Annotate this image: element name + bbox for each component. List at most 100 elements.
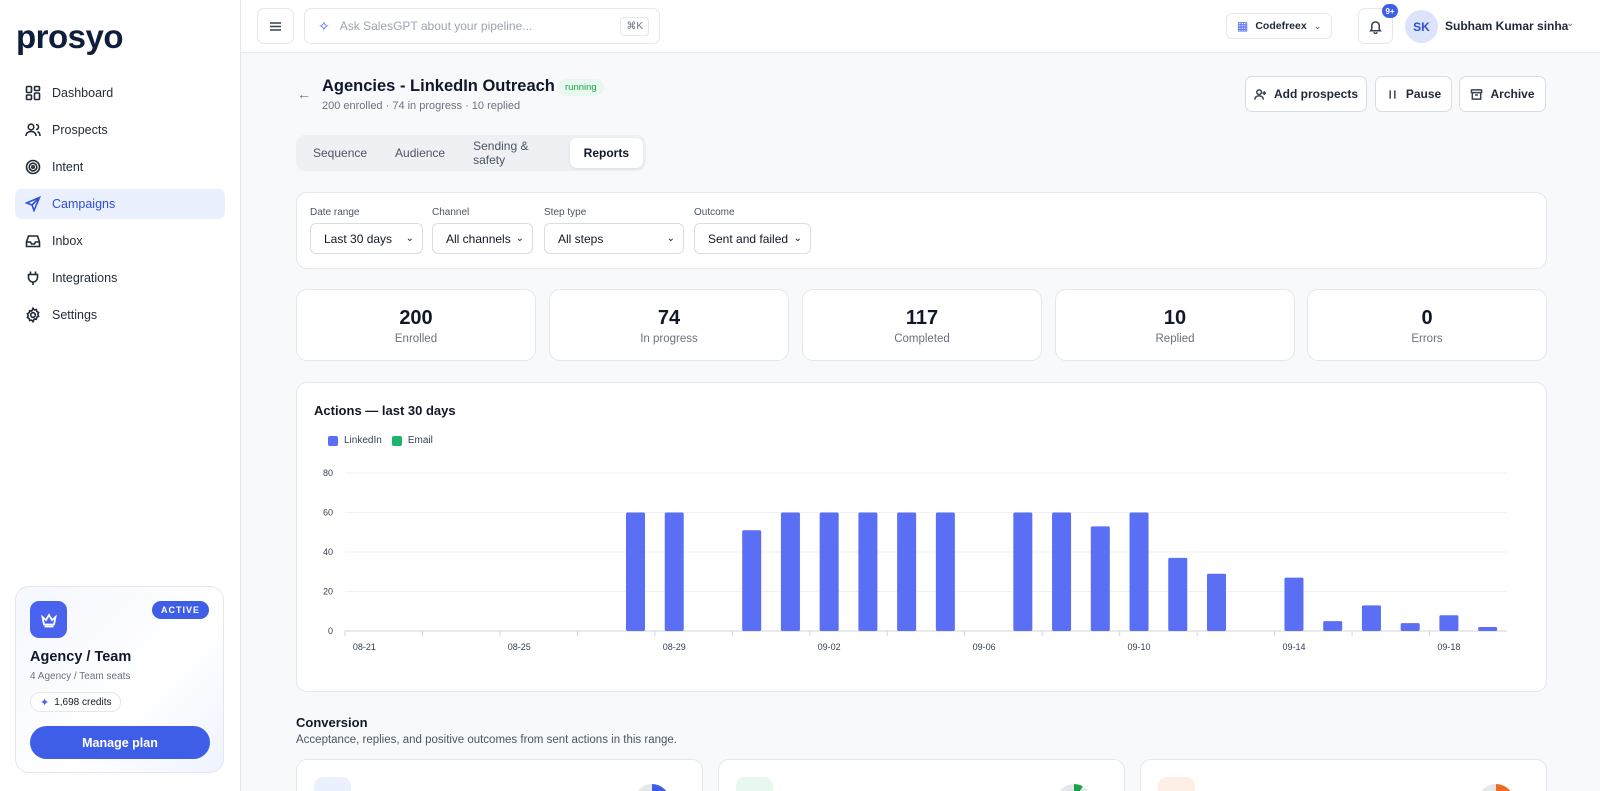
select-value: Sent and failed bbox=[708, 231, 789, 246]
x-tick-label: 09-06 bbox=[973, 642, 996, 652]
sidebar-item-label: Dashboard bbox=[52, 86, 114, 100]
stat-label: Replied bbox=[1155, 333, 1195, 345]
tab-reports[interactable]: Reports bbox=[569, 138, 643, 168]
x-tick-label: 09-18 bbox=[1437, 642, 1460, 652]
tab-audience[interactable]: Audience bbox=[395, 146, 446, 160]
filter-date-range: Date range Last 30 days ⌄ bbox=[310, 207, 423, 254]
select-value: All channels bbox=[446, 231, 511, 246]
step-type-select[interactable]: All steps ⌄ bbox=[544, 223, 684, 254]
legend-swatch bbox=[391, 435, 402, 446]
acceptance-donut bbox=[634, 784, 670, 791]
tab-sending-safety[interactable]: Sending & safety bbox=[473, 139, 529, 167]
add-prospects-button[interactable]: Add prospects bbox=[1245, 76, 1367, 112]
topbar: ✧ ⌘K ▦ Codefreex ⌄ 9+ SK Subham Kumar si… bbox=[241, 0, 1600, 53]
tab-sequence[interactable]: Sequence bbox=[313, 146, 368, 160]
actions-bar-chart: 0 20 40 60 80 08-21 08-25 08-29 09-02 09-06 09-10 0… bbox=[323, 468, 1507, 652]
stat-value: 200 bbox=[399, 307, 433, 329]
back-arrow-icon[interactable]: ← bbox=[297, 86, 311, 102]
bar-linkedin-09-02 bbox=[819, 512, 839, 631]
user-icon bbox=[314, 777, 351, 791]
actions-chart-card: Actions — last 30 days LinkedIn Email 0 2… bbox=[296, 382, 1547, 692]
y-tick-label: 40 bbox=[323, 547, 333, 557]
chevron-down-icon[interactable]: ⌄ bbox=[1566, 18, 1575, 29]
bar-linkedin-09-19 bbox=[1478, 627, 1498, 631]
target-icon bbox=[25, 159, 41, 175]
chevron-down-icon: ⌄ bbox=[793, 233, 802, 244]
notifications-button[interactable]: 9+ bbox=[1358, 4, 1398, 44]
legend-label: Email bbox=[407, 435, 433, 446]
stat-label: Enrolled bbox=[394, 333, 438, 345]
channel-select[interactable]: All channels ⌄ bbox=[432, 223, 533, 254]
sidebar: prosyo Dashboard Prospects Intent Campai… bbox=[0, 0, 241, 791]
sidebar-item-campaigns[interactable]: Campaigns bbox=[15, 189, 225, 219]
select-value: All steps bbox=[558, 231, 604, 246]
bar-linkedin-09-10 bbox=[1129, 512, 1149, 631]
sidebar-item-label: Campaigns bbox=[52, 197, 116, 211]
sidebar-item-intent[interactable]: Intent bbox=[15, 152, 225, 182]
credits-pill: ✦ 1,698 credits bbox=[30, 692, 122, 712]
positive-donut bbox=[1478, 784, 1514, 791]
sidebar-item-label: Intent bbox=[52, 160, 84, 174]
gear-icon bbox=[26, 307, 40, 323]
users-icon bbox=[25, 123, 41, 137]
x-tick-label: 09-10 bbox=[1128, 642, 1151, 652]
plan-card: ACTIVE Agency / Team 4 Agency / Team sea… bbox=[15, 586, 224, 773]
bar-linkedin-09-17 bbox=[1400, 623, 1420, 631]
stat-card-enrolled: 200 Enrolled bbox=[296, 289, 536, 361]
stat-value: 117 bbox=[905, 307, 939, 329]
bar-linkedin-08-31 bbox=[742, 530, 762, 631]
legend-item-email[interactable]: Email bbox=[391, 435, 433, 446]
user-name[interactable]: Subham Kumar sinha bbox=[1445, 19, 1569, 33]
campaign-tabs: Sequence Audience Sending & safety Repor… bbox=[296, 135, 646, 171]
sidebar-item-label: Inbox bbox=[52, 234, 83, 248]
outcome-select[interactable]: Sent and failed ⌄ bbox=[694, 223, 811, 254]
crown-icon bbox=[30, 601, 67, 638]
legend-label: LinkedIn bbox=[344, 435, 382, 446]
avatar[interactable]: SK bbox=[1405, 10, 1438, 43]
filter-label: Date range bbox=[310, 207, 360, 218]
x-tick-label: 09-02 bbox=[818, 642, 841, 652]
salesgpt-search[interactable]: ✧ ⌘K bbox=[304, 8, 660, 44]
sidebar-item-prospects[interactable]: Prospects bbox=[15, 115, 225, 145]
bar-linkedin-09-18 bbox=[1439, 615, 1459, 631]
bar-linkedin-08-29 bbox=[664, 512, 684, 631]
manage-plan-button[interactable]: Manage plan bbox=[30, 726, 210, 759]
sidebar-item-dashboard[interactable]: Dashboard bbox=[15, 78, 225, 108]
chevron-down-icon: ⌄ bbox=[515, 233, 524, 244]
archive-button[interactable]: Archive bbox=[1459, 76, 1546, 112]
bar-linkedin-09-03 bbox=[858, 512, 878, 631]
conversion-card-acceptance bbox=[296, 759, 703, 791]
sidebar-item-label: Prospects bbox=[52, 123, 108, 137]
org-name: Codefreex bbox=[1255, 20, 1307, 32]
inbox-icon bbox=[25, 235, 41, 248]
app-logo[interactable]: prosyo bbox=[16, 18, 124, 55]
chevron-down-icon: ⌄ bbox=[405, 233, 414, 244]
building-icon: ▦ bbox=[1237, 19, 1249, 33]
menu-toggle-button[interactable] bbox=[257, 8, 294, 44]
pause-button[interactable]: Pause bbox=[1375, 76, 1452, 112]
sidebar-item-settings[interactable]: Settings bbox=[15, 300, 225, 330]
search-input[interactable] bbox=[339, 19, 610, 33]
archive-icon bbox=[1471, 88, 1483, 100]
bar-linkedin-09-09 bbox=[1090, 526, 1110, 631]
conversion-title: Conversion bbox=[296, 715, 368, 730]
legend-item-linkedin[interactable]: LinkedIn bbox=[328, 435, 382, 446]
pause-icon bbox=[1389, 89, 1396, 99]
stat-value: 74 bbox=[657, 307, 681, 329]
stat-value: 10 bbox=[1163, 307, 1187, 329]
sidebar-item-integrations[interactable]: Integrations bbox=[15, 263, 225, 293]
stat-card-in-progress: 74 In progress bbox=[549, 289, 789, 361]
org-switcher[interactable]: ▦ Codefreex ⌄ bbox=[1226, 13, 1333, 39]
pause-label: Pause bbox=[1405, 87, 1442, 101]
y-tick-label: 0 bbox=[328, 626, 333, 636]
x-tick-label: 08-21 bbox=[353, 642, 376, 652]
sidebar-item-inbox[interactable]: Inbox bbox=[15, 226, 225, 256]
bar-linkedin-09-04 bbox=[897, 512, 917, 631]
stat-label: Completed bbox=[894, 333, 950, 345]
report-filters: Date range Last 30 days ⌄ Channel All cha… bbox=[296, 192, 1547, 269]
bar-linkedin-09-05 bbox=[935, 512, 955, 631]
dashboard-icon bbox=[25, 85, 41, 101]
notification-count-badge: 9+ bbox=[1382, 4, 1398, 18]
date-range-select[interactable]: Last 30 days ⌄ bbox=[310, 223, 423, 254]
status-badge: running bbox=[558, 79, 604, 96]
